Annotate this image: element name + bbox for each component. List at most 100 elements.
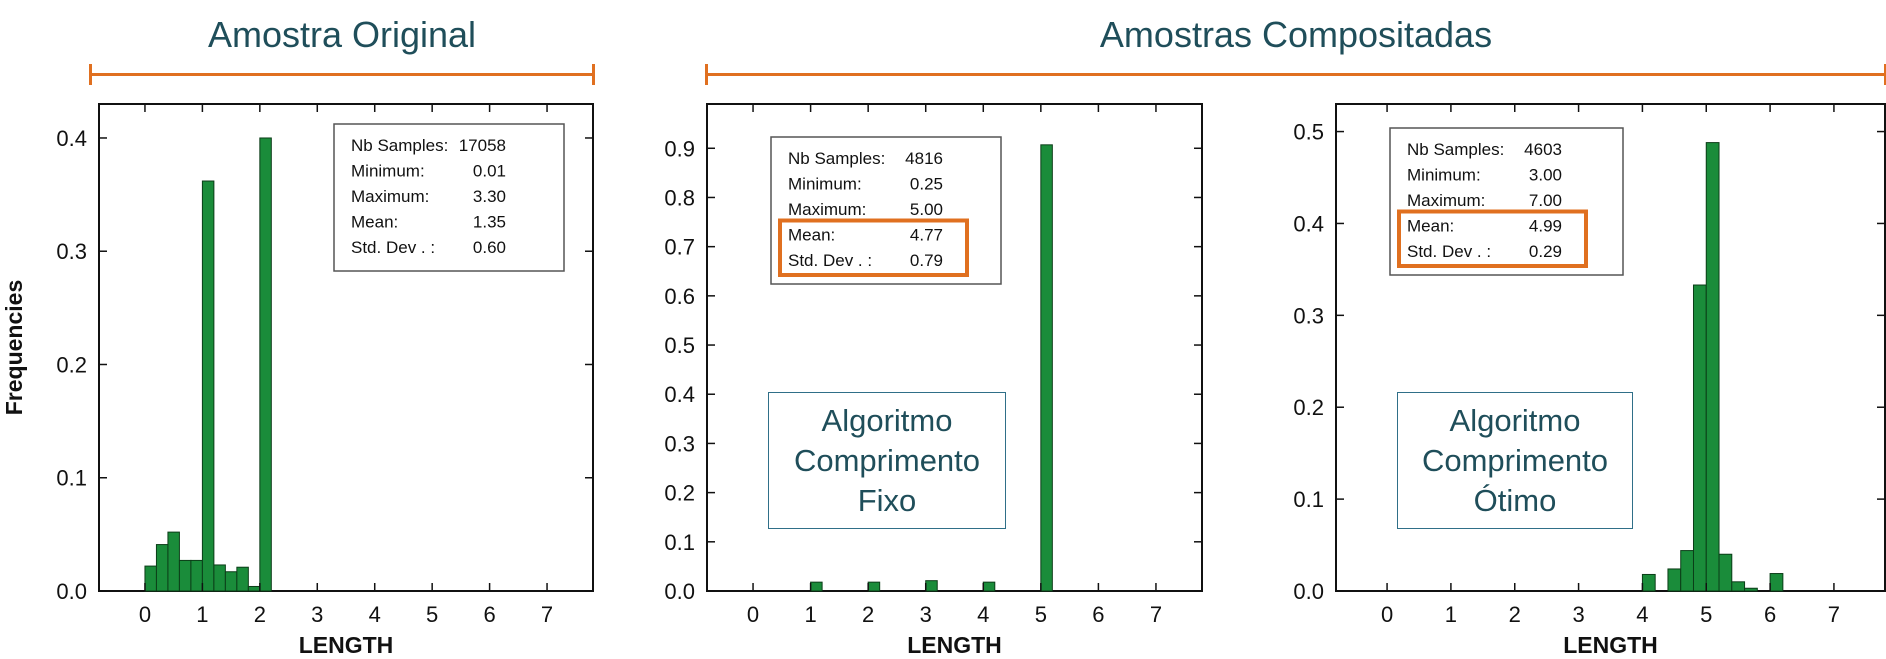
stat-label: Mean: <box>351 213 398 232</box>
y-tick-label: 0.2 <box>1293 395 1324 420</box>
stat-label: Minimum: <box>351 162 425 181</box>
y-tick-label: 0.3 <box>56 239 87 264</box>
y-tick-label: 0.1 <box>664 530 695 555</box>
histogram-bar <box>925 580 938 592</box>
histogram-bar <box>1641 573 1656 592</box>
stats-box: Nb Samples: 17058 Minimum: 0.01 Maximum: 3.30… <box>333 123 565 272</box>
x-tick-label: 0 <box>747 602 759 627</box>
x-tick-label: 3 <box>920 602 932 627</box>
y-tick-label: 0.0 <box>1293 579 1324 604</box>
histogram-bar <box>982 581 996 592</box>
x-tick-label: 5 <box>426 602 438 627</box>
histogram-bar <box>810 581 823 592</box>
stat-value: 17058 <box>459 136 506 155</box>
plot-frame <box>706 103 1203 592</box>
y-tick-label: 0.2 <box>56 352 87 377</box>
histogram-bar <box>236 566 249 592</box>
x-tick-label: 1 <box>804 602 816 627</box>
section-title-composited: Amostras Compositadas <box>1099 14 1493 55</box>
x-tick-label: 1 <box>1445 602 1457 627</box>
x-tick-label: 0 <box>139 602 151 627</box>
y-tick-label: 0.5 <box>664 333 695 358</box>
x-tick-label: 1 <box>196 602 208 627</box>
x-tick-label: 2 <box>862 602 874 627</box>
stat-value: 3.30 <box>473 187 506 206</box>
chart-3: 0 1 2 3 4 5 6 7 0.0 0.1 0.2 0.3 0.4 0.5 LENGTH Nb Sampl… <box>1293 103 1886 658</box>
histogram-bar <box>167 531 180 592</box>
y-tick-label: 0.1 <box>56 466 87 491</box>
x-tick-label: 2 <box>1509 602 1521 627</box>
algorithm-optimal-line-2: Comprimento <box>1421 442 1609 478</box>
stat-value: 5.00 <box>910 200 943 219</box>
plot-frame <box>98 103 594 592</box>
y-tick-label: 0.4 <box>664 382 695 407</box>
stats-box-frame <box>770 136 1002 285</box>
stats-box: Nb Samples: 4816 Minimum: 0.25 Maximum: 5.00 M… <box>770 136 1002 285</box>
x-tick-label: 6 <box>1092 602 1104 627</box>
algorithm-optimal-line-3: Ótimo <box>1473 482 1557 518</box>
y-tick-label: 0.0 <box>56 579 87 604</box>
stats-highlight-box <box>1397 209 1588 268</box>
algorithm-fixed-line-2: Comprimento <box>793 442 981 478</box>
algorithm-fixed-box: Algoritmo Comprimento Fixo <box>768 392 1006 529</box>
stat-value: 4603 <box>1524 140 1562 159</box>
histogram-bar <box>190 559 203 592</box>
histogram-bar <box>213 564 226 592</box>
y-axis-label: Frequencies <box>1 280 27 416</box>
x-tick-label: 6 <box>483 602 495 627</box>
y-tick-label: 0.9 <box>664 136 695 161</box>
x-tick-label: 4 <box>1636 602 1648 627</box>
x-tick-label: 2 <box>254 602 266 627</box>
stat-value: 4.77 <box>910 226 943 245</box>
chart-1: 0 1 2 3 4 5 6 7 0.0 0.1 0.2 0.3 0.4 LENGTH Frequencies… <box>1 103 594 658</box>
x-tick-label: 7 <box>1150 602 1162 627</box>
y-tick-label: 0.8 <box>664 185 695 210</box>
y-tick-label: 0.2 <box>664 481 695 506</box>
stat-label: Nb Samples: <box>351 136 448 155</box>
x-tick-label: 4 <box>369 602 381 627</box>
algorithm-optimal-line-1: Algoritmo <box>1449 402 1581 438</box>
stat-label: Maximum: <box>351 187 429 206</box>
x-tick-label: 0 <box>1381 602 1393 627</box>
histogram-bar <box>259 137 272 592</box>
x-tick-label: 5 <box>1700 602 1712 627</box>
plot-frame <box>1335 103 1886 592</box>
x-tick-label: 3 <box>311 602 323 627</box>
x-axis-label: LENGTH <box>1563 632 1658 658</box>
bracket-composited <box>705 64 1886 85</box>
histogram-bar <box>247 585 261 592</box>
stat-label: Maximum: <box>788 200 866 219</box>
histogram-bar <box>1744 587 1758 592</box>
histogram-bar <box>224 571 238 592</box>
x-axis-label: LENGTH <box>299 632 394 658</box>
y-tick-label: 0.0 <box>664 579 695 604</box>
stat-label: Mean: <box>1407 217 1454 236</box>
stat-label: Minimum: <box>1407 166 1481 185</box>
y-tick-label: 0.7 <box>664 235 695 260</box>
histogram-bar <box>155 544 169 592</box>
histogram-bar <box>178 559 192 592</box>
section-title-original: Amostra Original <box>207 14 477 55</box>
algorithm-fixed-line-3: Fixo <box>857 482 917 518</box>
stat-value: 0.79 <box>910 251 943 270</box>
stat-label: Nb Samples: <box>1407 140 1504 159</box>
histogram-bar <box>867 581 881 592</box>
y-tick-label: 0.1 <box>1293 487 1324 512</box>
histogram-bar <box>201 180 215 592</box>
stat-value: 1.35 <box>473 213 506 232</box>
stat-label: Std. Dev . : <box>351 238 435 257</box>
x-tick-label: 4 <box>977 602 989 627</box>
stat-value: 0.60 <box>473 238 506 257</box>
bracket-original <box>89 64 595 85</box>
histogram-bar <box>1718 553 1733 592</box>
stat-label: Mean: <box>788 226 835 245</box>
x-tick-label: 7 <box>541 602 553 627</box>
y-tick-label: 0.4 <box>56 126 87 151</box>
histogram-bar <box>1692 284 1707 592</box>
stat-label: Nb Samples: <box>788 149 885 168</box>
stat-label: Std. Dev . : <box>1407 242 1491 261</box>
histogram-bar <box>1680 550 1694 592</box>
stat-value: 7.00 <box>1529 191 1562 210</box>
chart-2: 0 1 2 3 4 5 6 7 0.0 0.1 0.2 0.3 0.4 0.5 0.6 0.7 0.8 0.9 LE… <box>664 103 1203 658</box>
